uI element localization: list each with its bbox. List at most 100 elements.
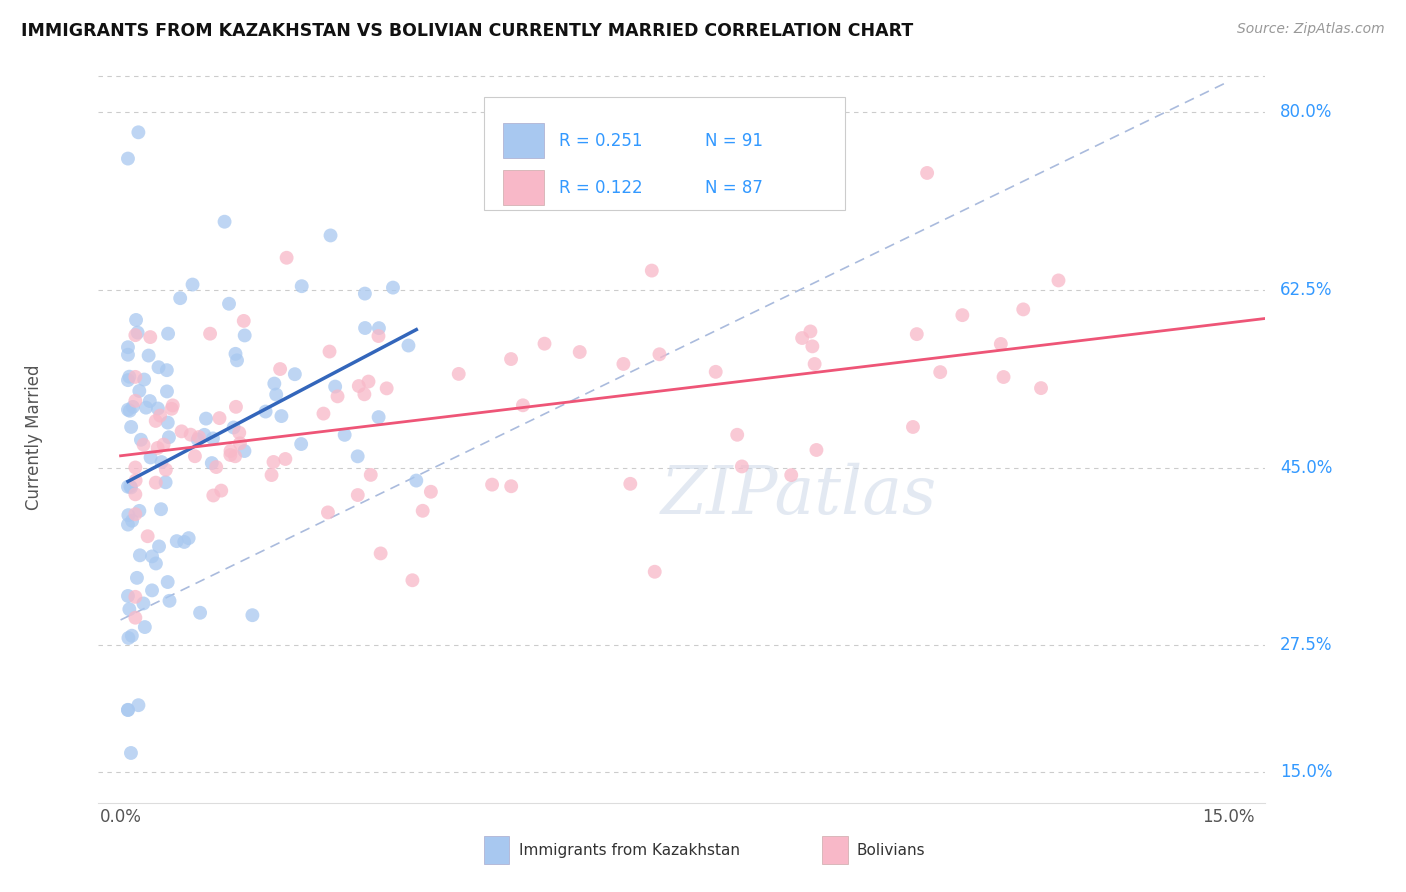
Point <box>117 631 139 645</box>
Point <box>412 504 434 518</box>
Point <box>177 531 200 545</box>
Point <box>291 279 314 293</box>
Point <box>290 437 312 451</box>
Text: Currently Married: Currently Married <box>25 364 44 510</box>
Point <box>224 347 246 361</box>
Point <box>117 703 139 717</box>
Point <box>156 363 179 377</box>
Point <box>346 488 368 502</box>
Point <box>801 339 824 353</box>
Point <box>950 308 973 322</box>
Point <box>218 297 240 311</box>
Point <box>124 474 146 488</box>
Point <box>124 610 146 624</box>
Point <box>401 574 423 588</box>
Point <box>139 330 162 344</box>
Point <box>225 400 247 414</box>
Point <box>312 407 335 421</box>
Point <box>125 313 148 327</box>
Point <box>117 340 139 354</box>
Point <box>170 425 193 439</box>
Point <box>228 425 250 440</box>
Text: Source: ZipAtlas.com: Source: ZipAtlas.com <box>1237 22 1385 37</box>
Text: ZIPatlas: ZIPatlas <box>661 463 936 528</box>
Point <box>208 411 231 425</box>
Point <box>806 442 828 457</box>
Point <box>232 314 254 328</box>
Point <box>118 403 141 417</box>
Point <box>901 420 924 434</box>
Point <box>188 606 211 620</box>
Point <box>139 394 162 409</box>
Point <box>316 505 339 519</box>
Point <box>134 373 156 387</box>
Point <box>146 441 169 455</box>
Point <box>145 414 167 428</box>
Point <box>132 438 155 452</box>
Point <box>187 433 209 447</box>
Point <box>648 347 671 361</box>
Point <box>117 348 139 362</box>
Point <box>120 480 142 494</box>
Point <box>222 420 245 434</box>
Point <box>127 326 149 340</box>
Point <box>134 620 156 634</box>
Point <box>136 529 159 543</box>
Point <box>155 463 177 477</box>
Point <box>128 549 150 563</box>
Point <box>149 409 172 423</box>
Point <box>146 401 169 416</box>
Point <box>263 455 285 469</box>
Point <box>1012 302 1035 317</box>
Point <box>993 370 1015 384</box>
Text: Bolivians: Bolivians <box>858 843 925 858</box>
Point <box>367 410 389 425</box>
Point <box>270 409 292 423</box>
Point <box>354 286 377 301</box>
Text: 62.5%: 62.5% <box>1281 281 1333 299</box>
Point <box>226 353 249 368</box>
Point <box>481 477 503 491</box>
Point <box>124 393 146 408</box>
Bar <box>484 837 509 864</box>
Point <box>120 746 142 760</box>
Point <box>333 427 356 442</box>
Point <box>644 565 666 579</box>
Point <box>568 345 591 359</box>
Point <box>499 352 522 367</box>
Point <box>198 326 221 341</box>
Point <box>367 329 389 343</box>
Point <box>157 326 180 341</box>
Point <box>155 475 177 490</box>
Point <box>124 590 146 604</box>
Point <box>124 328 146 343</box>
Point <box>209 483 232 498</box>
Point <box>150 455 173 469</box>
Point <box>132 597 155 611</box>
Point <box>117 703 139 717</box>
Point <box>370 546 392 560</box>
Point <box>260 468 283 483</box>
Point <box>619 476 641 491</box>
Point <box>160 401 183 416</box>
Point <box>193 428 215 442</box>
Point <box>124 370 146 384</box>
Point <box>214 215 236 229</box>
Point <box>169 291 191 305</box>
Point <box>127 125 149 139</box>
Point <box>121 514 143 528</box>
Bar <box>503 123 544 159</box>
Text: R = 0.122: R = 0.122 <box>560 178 643 196</box>
Point <box>284 367 307 381</box>
Point <box>162 398 184 412</box>
Text: 15.0%: 15.0% <box>1281 764 1333 781</box>
Point <box>319 228 342 243</box>
Point <box>905 327 928 342</box>
Point <box>135 401 157 415</box>
Point <box>233 444 256 458</box>
Point <box>138 349 160 363</box>
Point <box>184 449 207 463</box>
Point <box>929 365 952 379</box>
Point <box>381 280 404 294</box>
Point <box>127 698 149 713</box>
